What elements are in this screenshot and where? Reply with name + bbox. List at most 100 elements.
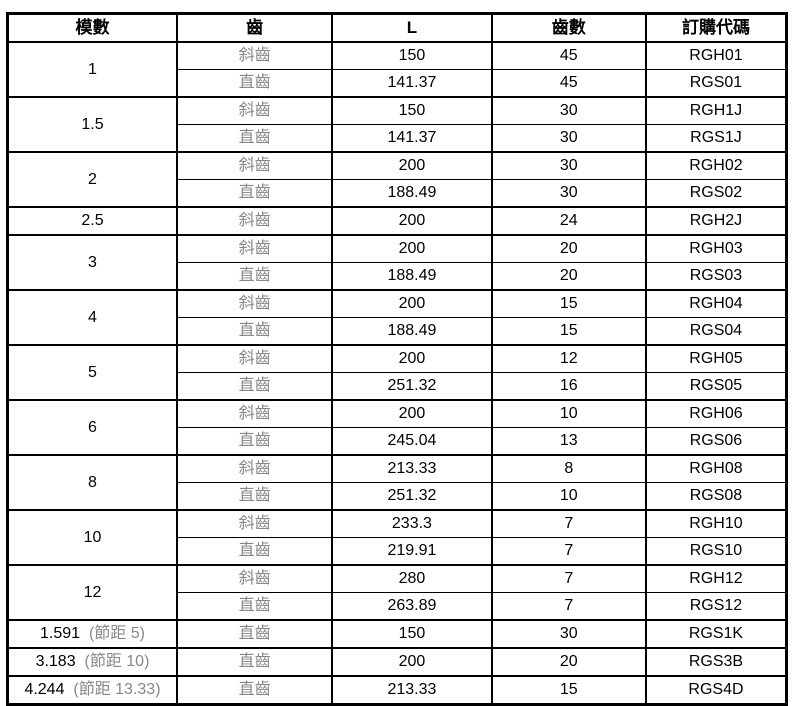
- tooth-count-cell: 7: [490, 509, 647, 538]
- length-cell: 200: [331, 289, 493, 318]
- tooth-type-cell: 斜齒: [175, 399, 334, 428]
- table-row: 直齒 251.32 16 RGS05: [8, 372, 788, 400]
- table-row: 2.5 斜齒 200 24 RGH2J: [6, 206, 788, 235]
- table-row: 4.244 (節距 13.33) 直齒 213.33 15 RGS4D: [6, 675, 788, 705]
- tooth-type-cell: 直齒: [175, 482, 334, 510]
- order-code-cell: RGH12: [644, 564, 788, 593]
- tooth-type-cell: 斜齒: [175, 151, 334, 180]
- gear-rack-table: 模數 齒 L 齒數 訂購代碼 1 斜齒 150 45 RGH01 直齒 141.37 45 RG…: [6, 12, 788, 706]
- order-code-cell: RGH05: [644, 344, 788, 373]
- tooth-count-cell: 15: [490, 317, 647, 345]
- table-row: 3 斜齒 200 20 RGH03: [6, 234, 788, 290]
- tooth-count-cell: 20: [490, 234, 647, 263]
- table-row: 6 斜齒 200 10 RGH06: [6, 399, 788, 455]
- module-value: 1.5: [81, 115, 104, 133]
- length-cell: 219.91: [331, 537, 493, 565]
- table-row: 12 斜齒 280 7 RGH12: [6, 564, 788, 620]
- tooth-count-cell: 10: [490, 399, 647, 428]
- tooth-count-cell: 15: [490, 675, 647, 705]
- length-cell: 200: [331, 399, 493, 428]
- module-value: 5: [88, 363, 97, 381]
- tooth-count-cell: 30: [490, 179, 647, 207]
- tooth-count-cell: 30: [490, 619, 647, 648]
- order-code-cell: RGH06: [644, 399, 788, 428]
- tooth-count-cell: 30: [490, 151, 647, 180]
- tooth-type-cell: 斜齒: [175, 344, 334, 373]
- table-row: 4 斜齒 200 15 RGH04: [6, 289, 788, 345]
- table-row: 5 斜齒 200 12 RGH05: [6, 344, 788, 400]
- tooth-type-cell: 直齒: [175, 179, 334, 207]
- tooth-type-cell: 直齒: [175, 647, 334, 676]
- order-code-cell: RGS1J: [644, 124, 788, 152]
- tooth-type-cell: 斜齒: [175, 96, 334, 125]
- tooth-type-cell: 直齒: [175, 592, 334, 620]
- module-cell: 1.591 (節距 5): [6, 619, 178, 648]
- table-row: 直齒 188.49 15 RGS04: [8, 317, 788, 345]
- module-cell: 4.244 (節距 13.33): [6, 675, 178, 705]
- order-code-cell: RGH1J: [644, 96, 788, 125]
- table-row: 直齒 188.49 20 RGS03: [8, 262, 788, 290]
- header-module: 模數: [6, 13, 178, 43]
- module-cell: 6: [6, 399, 178, 455]
- module-value: 12: [83, 583, 102, 601]
- order-code-cell: RGS4D: [644, 675, 788, 705]
- tooth-count-cell: 15: [490, 289, 647, 318]
- order-code-cell: RGS03: [644, 262, 788, 290]
- order-code-cell: RGH02: [644, 151, 788, 180]
- pitch-note: (節距 13.33): [73, 681, 161, 698]
- order-code-cell: RGS04: [644, 317, 788, 345]
- length-cell: 263.89: [331, 592, 493, 620]
- module-cell: 2.5: [6, 206, 178, 235]
- length-cell: 200: [331, 234, 493, 263]
- module-value: 4.244: [24, 681, 65, 698]
- module-value: 3: [88, 253, 97, 271]
- tooth-count-cell: 10: [490, 482, 647, 510]
- tooth-type-cell: 直齒: [175, 675, 334, 705]
- module-cell: 12: [6, 564, 178, 620]
- pitch-note: (節距 5): [88, 625, 145, 642]
- length-cell: 251.32: [331, 372, 493, 400]
- order-code-cell: RGS02: [644, 179, 788, 207]
- module-cell: 1.5: [6, 96, 178, 152]
- length-cell: 213.33: [331, 675, 493, 705]
- tooth-type-cell: 直齒: [175, 619, 334, 648]
- tooth-count-cell: 24: [490, 206, 647, 235]
- tooth-type-cell: 直齒: [175, 124, 334, 152]
- length-cell: 200: [331, 206, 493, 235]
- table-row: 直齒 263.89 7 RGS12: [8, 592, 788, 620]
- length-cell: 245.04: [331, 427, 493, 455]
- length-cell: 200: [331, 647, 493, 676]
- order-code-cell: RGS1K: [644, 619, 788, 648]
- module-value: 10: [83, 528, 102, 546]
- header-tooth: 齒: [175, 13, 334, 43]
- tooth-count-cell: 30: [490, 124, 647, 152]
- table-row: 直齒 188.49 30 RGS02: [8, 179, 788, 207]
- length-cell: 251.32: [331, 482, 493, 510]
- length-cell: 150: [331, 41, 493, 70]
- module-cell: 1: [6, 41, 178, 97]
- tooth-count-cell: 7: [490, 537, 647, 565]
- module-value: 1.591: [40, 625, 81, 642]
- table-row: 3.183 (節距 10) 直齒 200 20 RGS3B: [6, 647, 788, 676]
- module-cell: 2: [6, 151, 178, 207]
- tooth-count-cell: 7: [490, 564, 647, 593]
- tooth-type-cell: 斜齒: [175, 234, 334, 263]
- order-code-cell: RGS3B: [644, 647, 788, 676]
- tooth-type-cell: 斜齒: [175, 206, 334, 235]
- tooth-count-cell: 45: [490, 69, 647, 97]
- tooth-type-cell: 直齒: [175, 317, 334, 345]
- order-code-cell: RGH01: [644, 41, 788, 70]
- tooth-type-cell: 直齒: [175, 537, 334, 565]
- table-row: 直齒 245.04 13 RGS06: [8, 427, 788, 455]
- module-value: 4: [88, 308, 97, 326]
- table-row: 1.5 斜齒 150 30 RGH1J: [6, 96, 788, 152]
- tooth-type-cell: 直齒: [175, 69, 334, 97]
- header-tooth-count: 齒數: [490, 13, 647, 43]
- length-cell: 200: [331, 151, 493, 180]
- length-cell: 188.49: [331, 179, 493, 207]
- length-cell: 141.37: [331, 69, 493, 97]
- tooth-type-cell: 直齒: [175, 372, 334, 400]
- table-row: 直齒 251.32 10 RGS08: [8, 482, 788, 510]
- length-cell: 280: [331, 564, 493, 593]
- tooth-type-cell: 斜齒: [175, 564, 334, 593]
